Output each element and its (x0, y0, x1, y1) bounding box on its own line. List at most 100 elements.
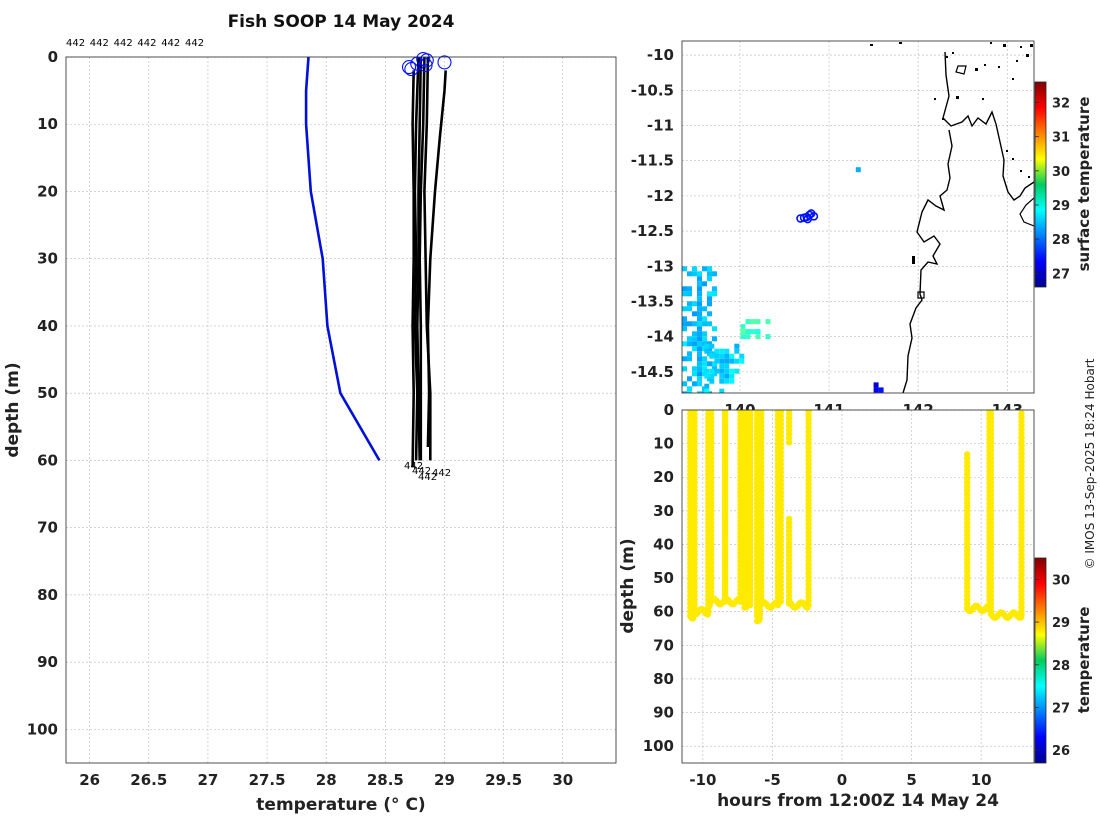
bottom-label: 442 (404, 461, 423, 472)
sst-cell (697, 356, 702, 362)
map-y-tick-label: -11.5 (631, 152, 674, 170)
profile-x-tick-label: 28.5 (367, 771, 404, 789)
island (955, 65, 967, 75)
sst-cell (692, 381, 697, 387)
timeseries-y-tick-label: 30 (653, 502, 674, 520)
sst-cell (745, 319, 751, 325)
timeseries-y-tick-label: 20 (653, 468, 674, 486)
profile-x-tick-label: 28 (316, 771, 337, 789)
timeseries-y-tick-label: 90 (653, 704, 674, 722)
map-frame (681, 40, 1035, 394)
sst-cell (687, 271, 692, 277)
sst-cell (719, 348, 725, 354)
profile-y-tick-label: 80 (37, 586, 58, 604)
sst-cell (740, 329, 746, 335)
map-colorbar-tick-label: 31 (1052, 131, 1070, 146)
deploy-id-label: 442 (66, 38, 85, 49)
profile-y-tick-label: 60 (37, 451, 58, 469)
map-y-tick-label: -11 (647, 116, 674, 134)
timeseries-frame (681, 409, 1035, 764)
sst-cell (712, 286, 717, 292)
islands (870, 42, 1033, 264)
sst-cell (707, 266, 712, 272)
sst-cell (702, 316, 707, 322)
bottom-label: 442 (412, 466, 431, 477)
sst-cell (714, 368, 720, 374)
sst-cell (692, 371, 697, 377)
sst-cell (702, 356, 707, 362)
sst-cell (739, 353, 745, 359)
sst-cell (692, 366, 697, 372)
sst-cell (714, 353, 720, 359)
timeseries-y-ticks: 0 10 20 30 40 50 60 70 80 90 100 (643, 401, 674, 755)
map-y-tick-label: -12 (647, 187, 674, 205)
sst-cell (712, 291, 717, 297)
sst-cell (692, 336, 697, 342)
timeseries-y-tick-label: 100 (643, 737, 674, 755)
sst-cell (712, 371, 717, 377)
surface-marker (418, 58, 433, 73)
map-colorbar (1034, 81, 1047, 288)
sst-cell (687, 391, 692, 393)
sst-cell (707, 271, 712, 277)
sst-cell (704, 388, 710, 393)
sst-cell (755, 329, 761, 335)
sst-cell (697, 376, 702, 382)
sst-cell (719, 368, 725, 374)
sst-cell (729, 368, 735, 374)
profile-y-tick-label: 20 (37, 182, 58, 200)
sst-cell (707, 346, 712, 352)
map-colorbar-tick-label: 27 (1052, 267, 1070, 282)
profile-y-tick-label: 0 (48, 48, 58, 66)
map-colorbar-ticks: 27 28 29 30 31 32 (1035, 97, 1070, 282)
timeseries-colorbar (1034, 557, 1047, 764)
sst-cell (687, 286, 692, 292)
profile-x-tick-label: 29.5 (485, 771, 522, 789)
sst-cell (745, 334, 751, 340)
sst-cell (873, 387, 879, 393)
sst-cell (729, 378, 735, 384)
sst-cell (687, 356, 692, 362)
map-y-ticks: -10 -10.5 -11 -11.5 -12 -12.5 -13 -13.5 -14 -14.5 (631, 46, 674, 381)
map-colorbar-tick-label: 30 (1052, 165, 1070, 180)
sst-cell (724, 348, 730, 354)
timeseries-y-label: depth (m) (618, 538, 638, 633)
sst-cell (697, 341, 702, 347)
sst-cell (729, 373, 735, 379)
timeseries-colorbar-tick-label: 30 (1052, 573, 1070, 588)
sst-cell (729, 353, 735, 359)
sst-cell (702, 266, 707, 272)
sst-cell (719, 373, 725, 379)
timeseries-colorbar-tick-label: 28 (1052, 659, 1070, 674)
sst-cell (697, 381, 702, 387)
sst-cell (873, 382, 879, 388)
coast-inlet (1019, 197, 1034, 227)
sst-cell (697, 291, 702, 297)
sst-cell (697, 306, 702, 312)
sst-cell (697, 391, 702, 393)
timeseries-x-tick-label: -5 (764, 771, 781, 789)
sst-cell (704, 383, 710, 389)
sst-cell (712, 271, 717, 277)
timeseries-y-tick-label: 50 (653, 569, 674, 587)
deploy-id-label: 442 (90, 38, 109, 49)
profile-frame (65, 56, 617, 764)
sst-cell (687, 341, 692, 347)
sst-cell (734, 343, 740, 349)
sst-cell (719, 363, 725, 369)
sst-cell (702, 336, 707, 342)
credit-text: © IMOS 13-Sep-2025 18:24 Hobart (1083, 358, 1097, 569)
sst-cell (682, 266, 687, 272)
surface-marker (401, 60, 417, 75)
sst-cell (682, 381, 687, 387)
sst-cell (704, 368, 710, 374)
sst-cell (697, 296, 702, 302)
sst-cell (719, 388, 725, 393)
sst-cell (702, 281, 707, 287)
timeseries-x-tick-label: -10 (689, 771, 716, 789)
climatology-series (304, 57, 381, 462)
surface-marker (419, 53, 434, 68)
profile-y-tick-label: 70 (37, 519, 58, 537)
sst-cell (707, 296, 712, 302)
